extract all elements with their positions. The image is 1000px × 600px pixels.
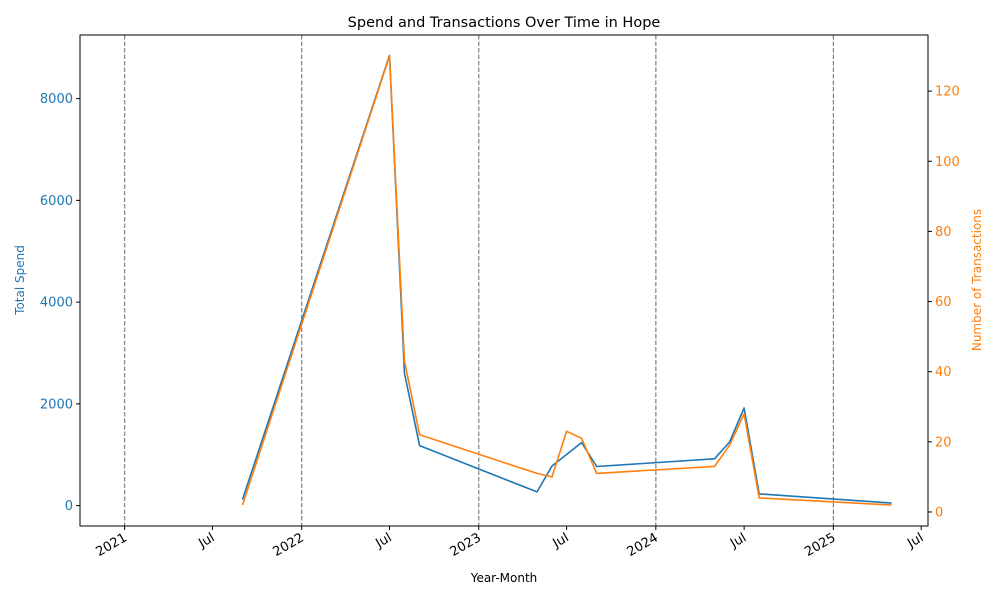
x-tick-label: Jul <box>727 530 749 551</box>
x-tick-label: Jul <box>195 530 217 551</box>
x-tick-label: 2023 <box>448 530 484 560</box>
x-axis: 2021 Jul 2022 Jul 2023 Jul 2024 Jul 2025 Jul <box>93 526 926 560</box>
right-tick-label: 80 <box>935 225 952 240</box>
right-y-axis: 0 20 40 60 80 100 120 <box>928 85 960 520</box>
series-line-transactions <box>241 55 892 506</box>
series-line-spend <box>241 54 892 504</box>
left-tick-label: 0 <box>65 499 73 514</box>
right-tick-label: 120 <box>935 85 960 100</box>
series-layer <box>241 54 892 506</box>
right-tick-label: 20 <box>935 435 952 450</box>
right-tick-label: 40 <box>935 365 952 380</box>
left-tick-label: 2000 <box>40 397 73 412</box>
x-tick-label: 2025 <box>802 530 838 560</box>
x-tick-label: 2022 <box>271 530 307 560</box>
chart-title: Spend and Transactions Over Time in Hope <box>348 15 661 31</box>
x-tick-label: Jul <box>373 530 395 551</box>
right-tick-label: 100 <box>935 155 960 170</box>
right-tick-label: 60 <box>935 295 952 310</box>
year-gridlines <box>124 35 835 526</box>
left-y-axis: 0 2000 4000 6000 8000 <box>40 92 80 514</box>
left-tick-label: 8000 <box>40 92 73 107</box>
left-axis-title: Total Spend <box>13 245 27 316</box>
right-tick-label: 0 <box>935 505 943 520</box>
left-tick-label: 6000 <box>40 194 73 209</box>
left-tick-label: 4000 <box>40 296 73 311</box>
plot-frame <box>79 34 929 527</box>
x-tick-label: 2021 <box>93 530 129 560</box>
x-tick-label: Jul <box>550 530 572 551</box>
x-tick-label: Jul <box>904 530 926 551</box>
x-axis-title: Year-Month <box>470 571 538 585</box>
right-axis-title: Number of Transactions <box>970 209 984 351</box>
x-tick-label: 2024 <box>625 530 661 560</box>
